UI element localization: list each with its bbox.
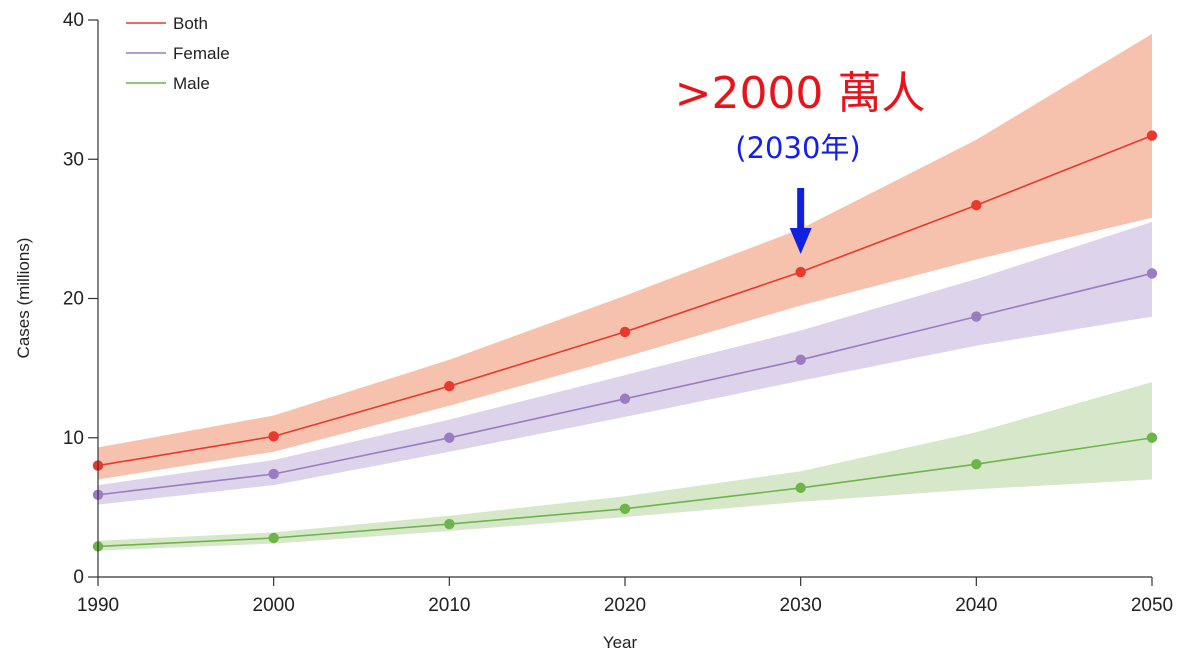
- data-point-female: [619, 393, 631, 404]
- y-tick-label: 40: [63, 10, 84, 31]
- data-point-female: [971, 311, 982, 322]
- y-tick-label: 0: [73, 567, 84, 588]
- legend-label-female: Female: [173, 44, 230, 63]
- legend-label-male: Male: [173, 74, 210, 93]
- legend: Both Female Male: [126, 14, 230, 93]
- arrow-head: [789, 228, 812, 254]
- data-point-both: [619, 326, 631, 338]
- x-axis-title: Year: [603, 633, 638, 652]
- annotation-text: >2000 萬人: [675, 68, 926, 119]
- series-points: [92, 130, 1158, 552]
- x-tick-label: 2050: [1131, 595, 1173, 616]
- confidence-bands: [98, 33, 1152, 551]
- band-male: [98, 382, 1152, 551]
- x-tick-label: 2000: [253, 595, 295, 616]
- data-point-both: [268, 431, 279, 442]
- arrow-shaft: [797, 188, 805, 232]
- band-female: [98, 221, 1152, 505]
- x-tick-label: 2040: [955, 595, 997, 616]
- y-tick-label: 30: [63, 149, 84, 170]
- x-ticks: 1990 2000 2010 2020 2030 2040 2050: [77, 577, 1173, 616]
- band-both: [98, 33, 1152, 480]
- data-point-male: [795, 482, 806, 494]
- data-point-male: [444, 518, 455, 530]
- data-point-both: [795, 266, 806, 278]
- data-point-male: [619, 503, 631, 514]
- y-tick-label: 20: [63, 289, 84, 310]
- y-ticks: 0 10 20 30 40: [63, 10, 98, 588]
- y-tick-label: 10: [63, 428, 84, 449]
- x-tick-label: 1990: [77, 595, 119, 616]
- y-axis-title: Cases (millions): [14, 238, 33, 359]
- data-point-female: [268, 468, 279, 480]
- data-point-male: [971, 459, 982, 470]
- data-point-male: [268, 532, 279, 544]
- annotation-subtext: (2030年): [735, 131, 860, 165]
- data-point-male: [1146, 432, 1158, 443]
- data-point-female: [795, 354, 806, 365]
- legend-label-both: Both: [173, 14, 208, 33]
- data-point-both: [971, 200, 982, 211]
- data-point-female: [444, 432, 455, 443]
- annotation-arrow-icon: [789, 188, 812, 254]
- x-tick-label: 2020: [604, 595, 646, 616]
- x-tick-label: 2030: [780, 595, 822, 616]
- data-point-both: [444, 381, 455, 392]
- annotation: >2000 萬人 (2030年): [675, 68, 926, 254]
- data-point-both: [1146, 130, 1158, 141]
- x-tick-label: 2010: [428, 595, 470, 616]
- data-point-female: [1146, 268, 1158, 279]
